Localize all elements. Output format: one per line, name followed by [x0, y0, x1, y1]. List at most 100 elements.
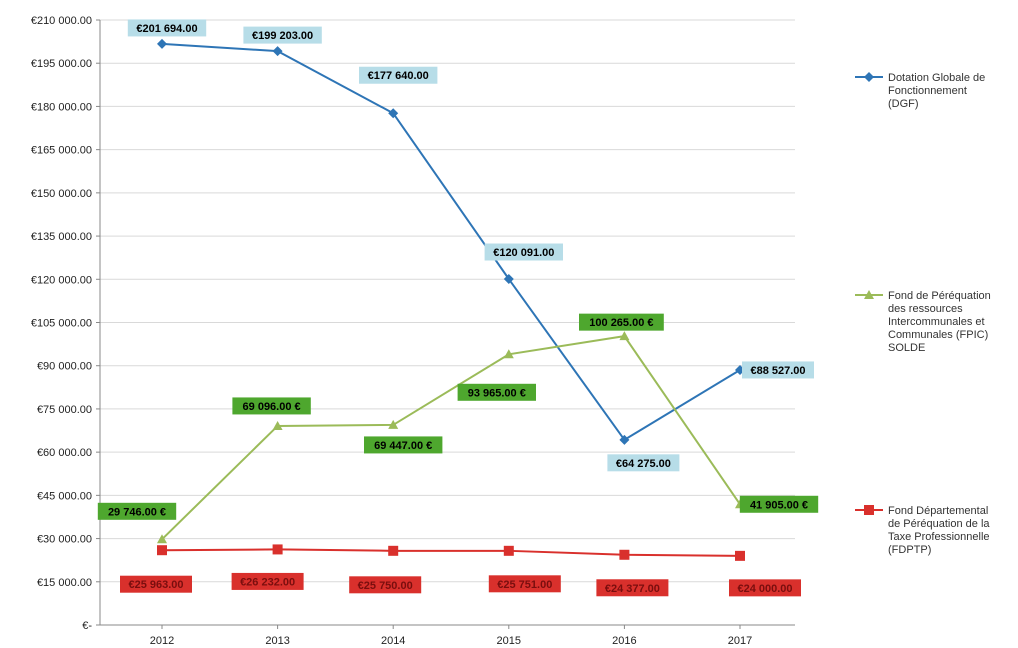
x-tick-label: 2017 [728, 635, 752, 647]
y-tick-label: €105 000.00 [31, 318, 92, 330]
data-point [864, 290, 874, 299]
data-label-text: €64 275.00 [616, 458, 671, 470]
data-label-box [739, 495, 819, 513]
data-point [864, 505, 874, 515]
data-point [157, 545, 167, 556]
series-layer [157, 38, 745, 561]
data-label: €25 751.00 [488, 575, 561, 593]
data-label-box [231, 572, 304, 590]
data-label-text: €26 232.00 [240, 576, 295, 588]
data-label: €25 750.00 [349, 576, 422, 594]
data-label-box [484, 243, 563, 261]
legend-text: Taxe Professionnelle [888, 531, 990, 543]
data-label-text: €24 000.00 [737, 583, 792, 595]
y-tick-label: €15 000.00 [37, 577, 92, 589]
data-label-text: €88 527.00 [750, 365, 805, 377]
legend-text: des ressources [888, 303, 963, 315]
y-tick-label: €75 000.00 [37, 404, 92, 416]
data-label-box [488, 575, 561, 593]
data-label-box [359, 66, 438, 84]
data-point [619, 434, 630, 445]
series-3 [157, 544, 745, 561]
data-point [272, 46, 283, 57]
data-label-box [457, 383, 536, 401]
y-tick-label: €- [82, 620, 92, 632]
data-label-box [127, 19, 207, 37]
data-label-text: €24 377.00 [605, 583, 660, 595]
data-label-box [596, 579, 669, 597]
series-2 [157, 331, 745, 544]
series-line [161, 335, 741, 541]
y-tick-label: €150 000.00 [31, 188, 92, 200]
data-point [503, 545, 514, 556]
data-label: 93 965.00 € [457, 383, 536, 401]
data-label-box [97, 502, 177, 520]
legend-text: Fonctionnement [888, 85, 967, 97]
data-label-box [729, 579, 801, 597]
data-label-text: 69 096.00 € [243, 401, 301, 413]
y-tick-label: €210 000.00 [31, 15, 92, 27]
legend-text: Communales (FPIC) [888, 329, 988, 341]
data-label: €24 000.00 [729, 579, 801, 597]
data-label: €199 203.00 [243, 26, 322, 44]
x-tick-label: 2012 [150, 635, 174, 647]
legend-text: Dotation Globale de [888, 72, 985, 84]
y-tick-label: €90 000.00 [37, 361, 92, 373]
legend-text: Intercommunales et [888, 316, 985, 328]
y-tick-label: €120 000.00 [31, 274, 92, 286]
data-label-box [364, 436, 443, 454]
series-1 [157, 38, 745, 445]
data-point [735, 550, 745, 561]
data-label: 41 905.00 € [739, 495, 819, 513]
x-tick-label: 2016 [612, 635, 636, 647]
legend-text: Fond de Péréquation [888, 290, 991, 302]
legend-text: (FDPTP) [888, 544, 931, 556]
data-label: €25 963.00 [120, 575, 192, 593]
data-label: €64 275.00 [607, 454, 680, 472]
y-tick-label: €195 000.00 [31, 58, 92, 70]
legend-text: Fond Départemental [888, 505, 988, 517]
data-label-box [579, 313, 664, 331]
data-label-text: 41 905.00 € [750, 499, 808, 511]
data-label-box [742, 361, 814, 379]
x-tick-label: 2015 [497, 635, 521, 647]
data-label-box [607, 454, 680, 472]
data-label-text: €120 091.00 [493, 247, 554, 259]
data-point [388, 108, 399, 119]
y-tick-label: €165 000.00 [31, 145, 92, 157]
legend: Dotation Globale deFonctionnement(DGF)Fo… [855, 72, 991, 556]
data-label-text: €177 640.00 [368, 70, 429, 82]
x-tick-label: 2013 [265, 635, 289, 647]
data-label-text: 93 965.00 € [468, 387, 526, 399]
data-label: 29 746.00 € [97, 502, 177, 520]
data-label-text: 29 746.00 € [108, 506, 166, 518]
data-point [864, 72, 874, 82]
legend-text: de Péréquation de la [888, 518, 990, 530]
data-point [388, 419, 399, 429]
series-line [161, 42, 741, 442]
x-tick-label: 2014 [381, 635, 405, 647]
gridlines [100, 19, 795, 583]
data-label-text: €25 751.00 [497, 579, 552, 591]
data-point [619, 549, 630, 560]
legend-text: (DGF) [888, 98, 919, 110]
data-label-text: €199 203.00 [252, 30, 313, 42]
y-tick-label: €135 000.00 [31, 231, 92, 243]
axes: €- €15 000.00 €30 000.00 €45 000.00 €60 000.… [31, 15, 795, 647]
legend-text: SOLDE [888, 342, 925, 354]
y-tick-label: €60 000.00 [37, 447, 92, 459]
data-label: €88 527.00 [742, 361, 814, 379]
data-label: €24 377.00 [596, 579, 669, 597]
data-point [157, 38, 167, 49]
data-label-text: €25 750.00 [358, 580, 413, 592]
data-label: 100 265.00 € [579, 313, 664, 331]
data-label-box [232, 397, 311, 415]
data-point [157, 534, 167, 544]
data-point [388, 545, 399, 556]
data-point [272, 420, 283, 430]
data-labels: €201 694.00 €199 203.00 €177 640.00 €120 09… [97, 19, 819, 597]
